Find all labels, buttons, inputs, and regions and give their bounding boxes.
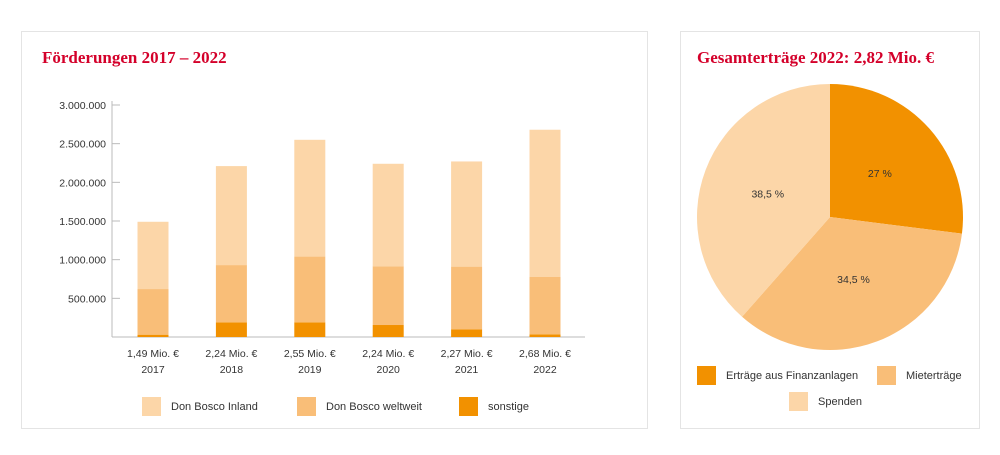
bar-total-label: 1,49 Mio. € (127, 348, 179, 360)
legend-swatch-mietertraege (877, 366, 896, 385)
legend-label-spenden: Spenden (818, 395, 863, 408)
pie-slice-mieterträge (742, 217, 962, 350)
bar-sonstige-2018 (215, 322, 247, 337)
bar-don-bosco-inland-2018 (215, 166, 247, 266)
bar-total-label: 2,24 Mio. € (362, 348, 414, 360)
bar-don-bosco-inland-2017 (137, 221, 169, 290)
bar-don-bosco-inland-2020 (372, 163, 404, 267)
legend-label-weltweit: Don Bosco weltweit (326, 400, 422, 413)
bar-don-bosco-inland-2022 (529, 129, 561, 277)
legend-item-finanzanlagen: Erträge aus Finanzanlagen (697, 366, 858, 385)
y-tick-label: 3.000.000 (59, 100, 106, 112)
legend-swatch-weltweit (297, 397, 316, 416)
x-category-label: 2022 (533, 364, 557, 376)
bar-don-bosco-weltweit-2019 (294, 256, 326, 323)
bar-don-bosco-weltweit-2022 (529, 276, 561, 335)
bar-sonstige-2017 (137, 334, 169, 337)
bar-don-bosco-weltweit-2017 (137, 289, 169, 335)
legend-label-sonstige: sonstige (488, 400, 529, 413)
legend-item-inland: Don Bosco Inland (142, 397, 258, 416)
bar-sonstige-2019 (294, 322, 326, 337)
pie-slice-label: 27 % (868, 168, 892, 180)
bar-total-label: 2,24 Mio. € (205, 348, 257, 360)
y-tick-label: 2.000.000 (59, 177, 106, 189)
y-tick-label: 1.500.000 (59, 216, 106, 228)
bar-chart-panel: Förderungen 2017 – 2022 500.000 1.000.000… (21, 31, 648, 429)
x-category-label: 2019 (298, 364, 322, 376)
bar-don-bosco-inland-2021 (451, 161, 483, 267)
legend-item-sonstige: sonstige (459, 397, 529, 416)
legend-label-inland: Don Bosco Inland (171, 400, 258, 413)
bar-total-label: 2,55 Mio. € (284, 348, 336, 360)
legend-label-mietertraege: Mieterträge (906, 369, 962, 382)
bar-don-bosco-weltweit-2021 (451, 266, 483, 330)
pie-chart-title: Gesamterträge 2022: 2,82 Mio. € (697, 48, 934, 67)
bar-sonstige-2022 (529, 334, 561, 337)
legend-swatch-spenden (789, 392, 808, 411)
legend-swatch-sonstige (459, 397, 478, 416)
pie-slice-spenden (697, 83, 830, 317)
legend-item-weltweit: Don Bosco weltweit (297, 397, 422, 416)
pie-chart: 27 % 34,5 % 38,5 % (697, 83, 963, 350)
bar-don-bosco-inland-2019 (294, 139, 326, 257)
bar-chart-title: Förderungen 2017 – 2022 (42, 48, 227, 67)
bar-don-bosco-weltweit-2018 (215, 265, 247, 323)
x-category-label: 2020 (377, 364, 401, 376)
pie-slice-erträge-aus-finanzanlagen (830, 84, 963, 234)
x-category-label: 2021 (455, 364, 479, 376)
legend-item-spenden: Spenden (789, 392, 862, 411)
bar-chart: 500.000 1.000.000 1.500.000 2.000.000 2.500.… (59, 100, 585, 376)
bar-sonstige-2020 (372, 325, 404, 337)
y-tick-label: 500.000 (68, 293, 106, 305)
bar-total-label: 2,68 Mio. € (519, 348, 571, 360)
x-category-label: 2018 (220, 364, 244, 376)
pie-slice-label: 38,5 % (751, 188, 784, 200)
bar-total-label: 2,27 Mio. € (441, 348, 493, 360)
x-category-label: 2017 (141, 364, 165, 376)
legend-swatch-inland (142, 397, 161, 416)
y-tick-label: 2.500.000 (59, 139, 106, 151)
bar-sonstige-2021 (451, 329, 483, 337)
bar-don-bosco-weltweit-2020 (372, 266, 404, 326)
pie-slice-label: 34,5 % (837, 274, 870, 286)
legend-label-finanzanlagen: Erträge aus Finanzanlagen (726, 369, 859, 382)
y-tick-label: 1.000.000 (59, 255, 106, 267)
pie-chart-panel: Gesamterträge 2022: 2,82 Mio. € 27 % 34,5… (680, 31, 980, 429)
legend-item-mietertraege: Mieterträge (877, 366, 962, 385)
legend-swatch-finanzanlagen (697, 366, 716, 385)
